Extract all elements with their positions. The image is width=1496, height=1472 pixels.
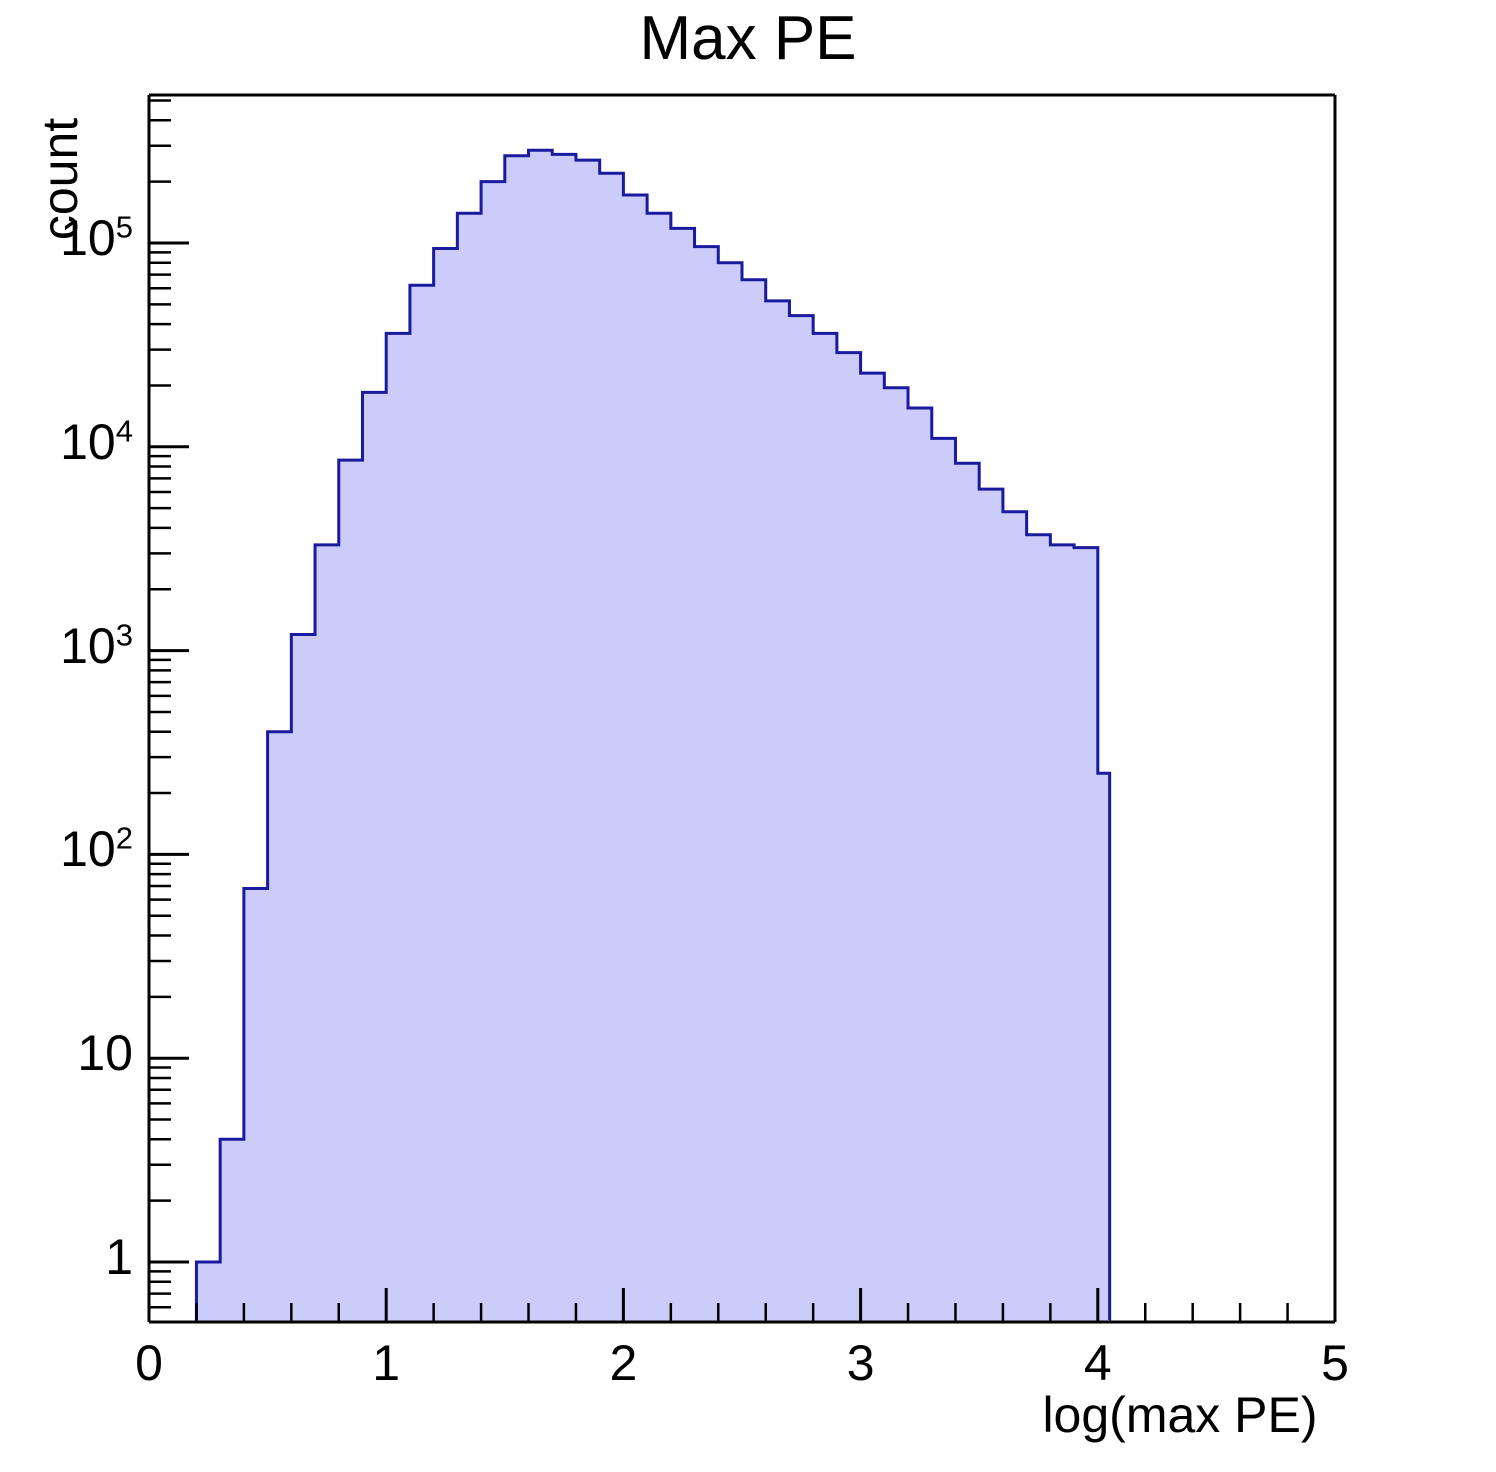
x-tick-label: 4 bbox=[1083, 1335, 1112, 1391]
y-tick-label: 1 bbox=[105, 1229, 133, 1285]
histogram-series bbox=[194, 148, 1112, 1324]
y-tick-label: 103 bbox=[60, 616, 133, 674]
y-tick-label: 102 bbox=[60, 820, 133, 878]
axis-ticks bbox=[147, 99, 1337, 1322]
x-axis-label: log(max PE) bbox=[1042, 1387, 1318, 1443]
x-tick-label: 2 bbox=[609, 1335, 638, 1391]
page-title: Max PE bbox=[639, 4, 857, 73]
y-tick-label: 105 bbox=[60, 209, 133, 266]
x-tick-label: 0 bbox=[135, 1335, 163, 1391]
y-tick-label: 10 bbox=[77, 1025, 133, 1082]
y-tick-label: 104 bbox=[60, 413, 133, 470]
axis-frame bbox=[147, 93, 1337, 1324]
histogram-area bbox=[194, 148, 1112, 1324]
x-tick-label: 1 bbox=[372, 1335, 401, 1391]
x-tick-label: 3 bbox=[846, 1335, 875, 1391]
x-tick-label: 5 bbox=[1321, 1335, 1349, 1391]
